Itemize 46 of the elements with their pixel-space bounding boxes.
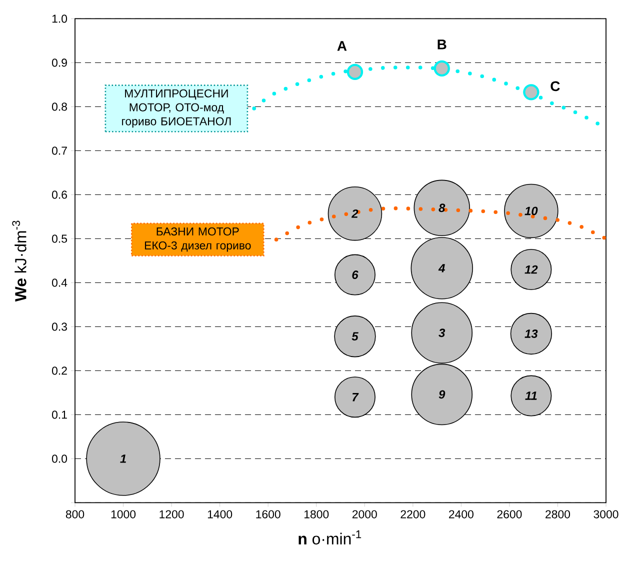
y-tick-label: 0.0 — [52, 454, 68, 463]
text: МУЛТИПРОЦЕСНИ МОТОР, ОТО-мод гориво БИОЕТАНОЛ — [122, 89, 231, 128]
y-tick-label: 0.5 — [52, 234, 67, 243]
text: БАЗНИ МОТОР ЕКО-3 дизел гориво — [144, 227, 251, 252]
annotation: 1 — [120, 454, 126, 463]
x-tick-label: 2400 — [449, 510, 474, 518]
annotation: 7 — [352, 392, 359, 402]
annotation: 12 — [524, 265, 538, 274]
y-tick-label: 0.9 — [52, 58, 67, 67]
point — [434, 60, 450, 77]
x-tick-label: 2200 — [400, 510, 426, 518]
annotation: 10 — [524, 206, 538, 216]
annotation: 9 — [438, 390, 446, 399]
y-tick-label: 0.8 — [52, 102, 67, 111]
annotation: 4 — [438, 264, 445, 272]
y-tick-label: 0.3 — [52, 322, 67, 331]
y-axis-title: We kJ·dm$^{-3}$ — [12, 220, 26, 302]
annotation: 6 — [352, 270, 358, 279]
point — [523, 84, 540, 100]
x-tick-label: 800 — [66, 510, 84, 518]
x-tick-label: 1000 — [111, 510, 136, 518]
annotation: 13 — [524, 330, 538, 338]
y-tick-label: 0.2 — [52, 366, 67, 375]
annotation: C — [550, 81, 560, 92]
y-tick-label: 0.6 — [52, 190, 67, 199]
annotation: A — [337, 41, 347, 51]
x-axis-title: n o·min$^{-1}$ — [298, 530, 362, 544]
annotation: 8 — [438, 204, 446, 212]
y-tick-label: 1.0 — [52, 14, 68, 23]
annotation: 3 — [438, 328, 446, 338]
x-tick-label: 1400 — [208, 510, 232, 518]
annotation: 5 — [352, 332, 358, 341]
annotation: B — [438, 40, 446, 50]
x-tick-label: 2000 — [352, 510, 377, 518]
x-tick-label: 1600 — [256, 510, 280, 518]
x-tick-label: 2600 — [497, 510, 522, 518]
x-tick-label: 2800 — [546, 510, 570, 518]
point — [346, 64, 364, 80]
y-tick-label: 0.4 — [52, 278, 68, 287]
annotation: 2 — [351, 209, 358, 218]
x-tick-label: 3000 — [594, 510, 618, 518]
x-tick-label: 1200 — [160, 510, 184, 518]
y-tick-label: 0.7 — [52, 146, 67, 155]
x-tick-label: 1800 — [304, 510, 329, 518]
y-tick-label: 0.1 — [52, 410, 67, 419]
annotation: 11 — [525, 392, 537, 400]
